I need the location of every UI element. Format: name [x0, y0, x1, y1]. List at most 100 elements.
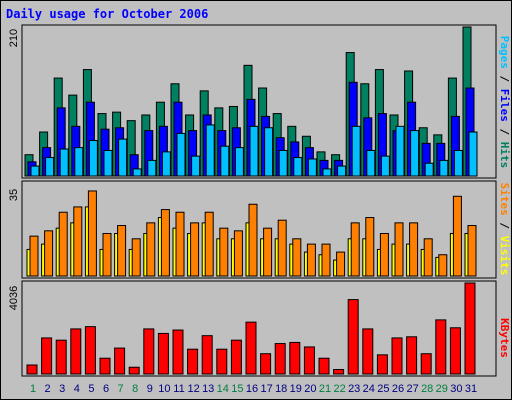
- x-tick-label-day-9: 9: [147, 383, 153, 395]
- legend-visits-panel: Sites / Visits: [498, 183, 511, 276]
- pages-bar-day-2: [45, 157, 55, 177]
- kbytes-bar-day-23: [347, 299, 359, 375]
- x-tick-label-day-23: 23: [348, 383, 360, 395]
- pages-bar-day-23: [351, 125, 361, 177]
- kbytes-bar-day-13: [201, 335, 213, 375]
- kbytes-bar-day-7: [114, 347, 126, 375]
- kbytes-bar-day-1: [26, 364, 38, 375]
- pages-bar-day-8: [132, 168, 142, 177]
- x-tick-label-day-17: 17: [260, 383, 272, 395]
- pages-bar-day-19: [293, 157, 303, 177]
- pages-bar-day-20: [307, 158, 317, 177]
- sites-bar-day-29: [438, 254, 448, 277]
- kbytes-bar-day-6: [99, 357, 111, 375]
- x-tick-label-day-30: 30: [450, 383, 462, 395]
- legend-hits-panel-separator: /: [498, 122, 511, 142]
- sites-bar-day-15: [233, 230, 243, 277]
- y-max-label-3: 4036: [8, 286, 20, 310]
- legend-visits-panel-separator: /: [498, 216, 511, 236]
- x-tick-label-day-29: 29: [436, 383, 448, 395]
- x-tick-label-day-7: 7: [118, 383, 124, 395]
- panel-border-2: [21, 180, 497, 279]
- kbytes-bar-day-22: [333, 368, 345, 375]
- kbytes-bar-day-9: [143, 328, 155, 375]
- x-tick-label-day-10: 10: [158, 383, 170, 395]
- x-tick-label-day-5: 5: [88, 383, 94, 395]
- sites-bar-day-16: [248, 203, 258, 277]
- x-tick-label-day-8: 8: [132, 383, 138, 395]
- kbytes-bar-day-24: [362, 328, 374, 375]
- y-max-label-2: 35: [8, 189, 20, 201]
- sites-bar-day-24: [365, 217, 375, 277]
- pages-bar-day-31: [468, 131, 478, 177]
- x-tick-label-day-18: 18: [275, 383, 287, 395]
- pages-bar-day-5: [88, 140, 98, 177]
- x-tick-label-day-22: 22: [333, 383, 345, 395]
- kbytes-bar-day-14: [216, 348, 228, 375]
- pages-bar-day-9: [147, 159, 157, 177]
- sites-bar-day-20: [306, 243, 316, 277]
- legend-hits-panel-pages: Pages: [498, 36, 511, 69]
- kbytes-bar-day-15: [230, 339, 242, 375]
- pages-bar-day-1: [30, 165, 40, 177]
- kbytes-bar-day-19: [289, 341, 301, 375]
- sites-bar-day-5: [87, 190, 97, 277]
- sites-bar-day-30: [452, 195, 462, 277]
- pages-bar-day-3: [59, 148, 69, 177]
- kbytes-bar-day-30: [449, 327, 461, 375]
- pages-bar-day-10: [161, 151, 171, 177]
- kbytes-bar-day-2: [41, 337, 53, 375]
- y-max-label-1: 210: [8, 29, 20, 47]
- kbytes-bar-day-29: [435, 319, 447, 375]
- x-tick-label-day-1: 1: [30, 383, 36, 395]
- kbytes-bar-day-4: [70, 328, 82, 375]
- x-tick-label-day-20: 20: [304, 383, 316, 395]
- pages-bar-day-16: [249, 125, 259, 177]
- legend-kbytes-panel: KBytes: [498, 318, 511, 358]
- pages-bar-day-7: [118, 138, 128, 177]
- pages-bar-day-24: [366, 149, 376, 177]
- legend-kbytes-panel-kbytes: KBytes: [498, 318, 511, 358]
- sites-bar-day-23: [350, 222, 360, 277]
- pages-bar-day-12: [191, 155, 201, 177]
- panel-border-3: [21, 280, 497, 377]
- kbytes-bar-day-8: [128, 366, 140, 375]
- sites-bar-day-21: [321, 243, 331, 277]
- sites-bar-day-28: [423, 238, 433, 277]
- sites-bar-day-12: [190, 222, 200, 277]
- kbytes-bar-day-12: [187, 348, 199, 375]
- sites-bar-day-19: [292, 238, 302, 277]
- x-tick-label-day-31: 31: [465, 383, 477, 395]
- pages-bar-day-29: [439, 159, 449, 177]
- x-tick-label-day-11: 11: [173, 383, 184, 395]
- pages-bar-day-13: [205, 124, 215, 177]
- sites-bar-day-3: [58, 211, 68, 277]
- pages-bar-day-25: [380, 155, 390, 177]
- pages-bar-day-6: [103, 149, 113, 177]
- sites-bar-day-11: [175, 211, 185, 277]
- sites-bar-day-31: [467, 225, 477, 277]
- sites-bar-day-22: [336, 251, 346, 277]
- legend-hits-panel: Pages / Files / Hits: [498, 36, 511, 169]
- x-tick-label-day-14: 14: [217, 383, 229, 395]
- sites-bar-day-14: [219, 227, 229, 277]
- pages-bar-day-26: [395, 125, 405, 177]
- legend-visits-panel-visits: Visits: [498, 236, 511, 276]
- legend-hits-panel-separator: /: [498, 69, 511, 89]
- pages-bar-day-15: [234, 147, 244, 177]
- sites-bar-day-4: [73, 206, 83, 277]
- x-tick-label-day-24: 24: [363, 383, 375, 395]
- x-tick-label-day-4: 4: [74, 383, 80, 395]
- x-tick-label-day-27: 27: [406, 383, 418, 395]
- x-tick-label-day-25: 25: [377, 383, 389, 395]
- kbytes-bar-day-31: [464, 282, 476, 375]
- legend-hits-panel-files: Files: [498, 89, 511, 122]
- pages-bar-day-4: [74, 147, 84, 177]
- sites-bar-day-7: [117, 225, 127, 277]
- pages-bar-day-28: [424, 162, 434, 177]
- pages-bar-day-21: [322, 168, 332, 177]
- kbytes-bar-day-10: [157, 332, 169, 375]
- legend-hits-panel-hits: Hits: [498, 142, 511, 169]
- kbytes-bar-day-25: [376, 354, 388, 375]
